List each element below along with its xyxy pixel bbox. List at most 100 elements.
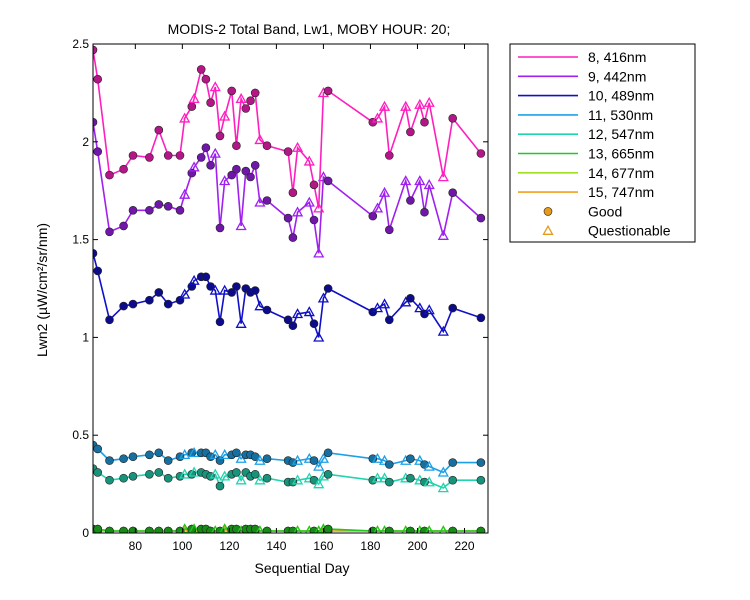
y-tick-label: 0.5 [72, 428, 89, 442]
good-point [283, 147, 293, 156]
legend-label: 13, 665nm [588, 146, 654, 162]
good-point [128, 151, 138, 160]
legend-item-3: 10, 489nm [518, 88, 654, 104]
series-4 [93, 440, 486, 477]
questionable-point [313, 460, 325, 471]
good-point [227, 288, 236, 297]
good-point [232, 282, 241, 291]
legend-label: 10, 489nm [588, 88, 654, 104]
good-point [154, 200, 164, 209]
good-point [420, 207, 429, 217]
series-1 [93, 45, 486, 213]
good-point [187, 102, 197, 111]
questionable-point [438, 525, 448, 533]
good-point [119, 526, 128, 533]
good-point [175, 206, 185, 215]
good-point [448, 114, 458, 123]
questionable-point [291, 474, 304, 485]
legend-questionable-label: Questionable [588, 223, 671, 239]
good-point [262, 141, 272, 150]
good-point [163, 202, 173, 211]
good-point [448, 526, 457, 533]
questionable-point [209, 468, 221, 479]
axes-box [92, 43, 489, 534]
questionable-point [235, 474, 247, 485]
questionable-point [291, 141, 304, 152]
good-point [250, 469, 260, 479]
good-point [227, 170, 236, 180]
good-point [128, 299, 138, 309]
y-tick-label: 0 [82, 526, 89, 540]
good-point [309, 180, 319, 190]
good-point [288, 321, 298, 331]
questionable-point [371, 452, 384, 463]
good-point [232, 164, 241, 174]
questionable-point [254, 196, 266, 207]
legend-label: 15, 747nm [588, 184, 654, 200]
questionable-point [188, 446, 200, 458]
good-point [93, 45, 98, 55]
good-point [105, 315, 114, 325]
good-point [262, 196, 272, 205]
good-point [232, 448, 241, 458]
series-6 [93, 523, 486, 533]
questionable-point [414, 175, 426, 186]
y-tick-label: 1.5 [72, 233, 89, 247]
good-point [262, 454, 272, 464]
x-tick-label: 160 [313, 539, 333, 553]
questionable-point [373, 525, 382, 533]
good-point [145, 450, 154, 460]
legend-good-label: Good [588, 203, 622, 219]
chart-title: MODIS-2 Total Band, Lw1, MOBY HOUR: 20; [168, 21, 451, 37]
good-point [201, 272, 211, 282]
questionable-point [254, 300, 266, 311]
questionable-point [209, 284, 221, 295]
good-point [105, 227, 114, 237]
good-point [309, 215, 319, 225]
x-tick-label: 180 [360, 539, 380, 553]
questionable-point [219, 448, 231, 460]
questionable-point [303, 155, 315, 166]
questionable-point [437, 171, 449, 182]
legend-label: 12, 547nm [588, 126, 654, 142]
questionable-point [437, 466, 449, 477]
good-point [215, 223, 225, 233]
y-axis-label: Lwn2 (µW/cm²/sr/nm) [34, 223, 50, 357]
questionable-point [291, 206, 304, 217]
good-point [145, 153, 154, 162]
legend-item-good: Good [543, 203, 622, 219]
questionable-point [423, 178, 435, 190]
questionable-point [209, 448, 221, 460]
legend: 8, 416nm 9, 442nm 10, 489nm 11, 530nm 12, 54… [509, 43, 696, 243]
questionable-point [293, 525, 302, 533]
good-point [128, 471, 138, 481]
axes: 80 100 120 140 160 180 200 220 0 0.5 1 1.5 2 2.5 [72, 37, 489, 553]
good-point [119, 221, 128, 231]
questionable-point [219, 175, 231, 186]
x-tick-label: 140 [266, 539, 286, 553]
good-point [384, 460, 394, 469]
questionable-point [235, 92, 247, 104]
good-point [448, 188, 458, 197]
questionable-point [317, 171, 330, 182]
questionable-point [254, 134, 266, 145]
legend-item-7: 14, 677nm [518, 165, 654, 181]
good-point [93, 266, 102, 276]
good-point [406, 473, 415, 483]
good-point [163, 473, 173, 483]
questionable-point [179, 188, 191, 199]
good-point [385, 526, 394, 533]
good-point [246, 172, 255, 182]
good-point [105, 526, 114, 533]
good-point [262, 305, 272, 315]
legend-good-marker [543, 207, 553, 216]
series-3 [93, 249, 486, 342]
legend-item-6: 13, 665nm [518, 146, 654, 162]
good-point [262, 473, 272, 483]
good-point [448, 303, 458, 313]
good-point [145, 295, 154, 305]
good-point [145, 206, 154, 215]
questionable-point [400, 100, 412, 111]
questionable-point [179, 112, 191, 123]
